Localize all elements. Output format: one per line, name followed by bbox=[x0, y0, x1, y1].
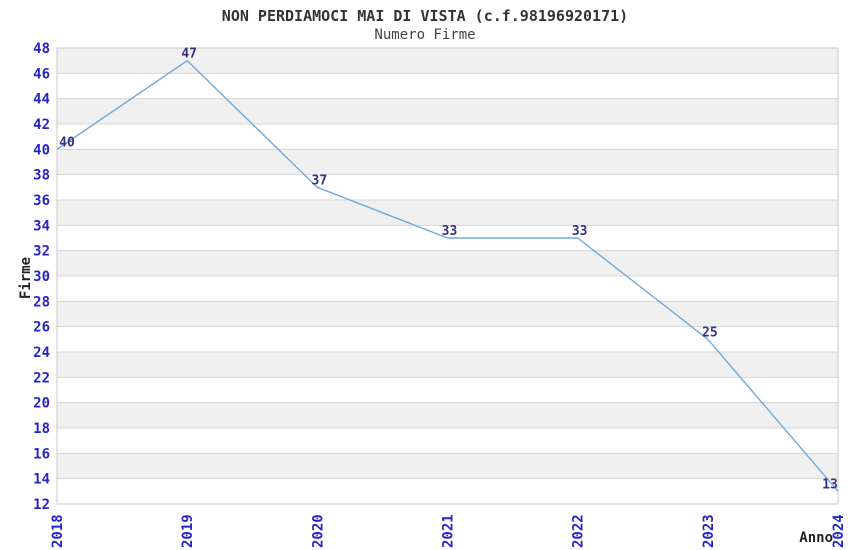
y-tick-label: 46 bbox=[33, 66, 50, 82]
y-tick-label: 34 bbox=[33, 218, 50, 234]
y-tick-label: 40 bbox=[33, 142, 50, 158]
grid-band bbox=[57, 352, 838, 378]
data-point-label: 37 bbox=[312, 173, 328, 188]
x-tick-label: 2021 bbox=[441, 514, 457, 548]
y-tick-label: 36 bbox=[33, 193, 50, 209]
grid-band bbox=[57, 149, 838, 175]
y-tick-label: 48 bbox=[33, 41, 50, 57]
y-tick-label: 30 bbox=[33, 269, 50, 285]
x-tick-label: 2020 bbox=[310, 514, 326, 548]
x-tick-label: 2018 bbox=[50, 514, 66, 548]
y-tick-label: 16 bbox=[33, 446, 50, 462]
x-tick-label: 2023 bbox=[701, 514, 717, 548]
y-tick-label: 28 bbox=[33, 294, 50, 310]
plot-border bbox=[56, 47, 839, 505]
x-tick-label: 2019 bbox=[180, 514, 196, 548]
grid-band bbox=[57, 98, 838, 124]
x-tick-label: 2024 bbox=[831, 514, 847, 548]
grid-band bbox=[57, 453, 838, 479]
grid-band bbox=[57, 250, 838, 276]
data-point-label: 33 bbox=[442, 224, 458, 239]
x-axis-title: Anno bbox=[799, 530, 833, 546]
y-tick-label: 20 bbox=[33, 396, 50, 412]
y-tick-label: 18 bbox=[33, 421, 50, 437]
data-point-label: 13 bbox=[822, 477, 838, 492]
grid-band bbox=[57, 402, 838, 428]
y-tick-label: 26 bbox=[33, 320, 50, 336]
chart-subtitle: Numero Firme bbox=[374, 27, 476, 43]
y-tick-label: 22 bbox=[33, 370, 50, 386]
data-point-label: 33 bbox=[572, 224, 588, 239]
y-tick-label: 38 bbox=[33, 168, 50, 184]
y-tick-label: 12 bbox=[33, 497, 50, 513]
x-tick-label: 2022 bbox=[571, 514, 587, 548]
y-tick-label: 14 bbox=[33, 472, 50, 488]
series-line bbox=[56, 59, 839, 492]
grid-band bbox=[57, 301, 838, 327]
y-tick-label: 44 bbox=[33, 92, 50, 108]
y-tick-label: 24 bbox=[33, 345, 50, 361]
data-point-label: 25 bbox=[702, 325, 718, 340]
data-point-label: 47 bbox=[181, 47, 197, 62]
y-tick-label: 42 bbox=[33, 117, 50, 133]
y-tick-label: 32 bbox=[33, 244, 50, 260]
chart-title: NON PERDIAMOCI MAI DI VISTA (c.f.9819692… bbox=[221, 7, 629, 25]
data-point-label: 40 bbox=[59, 135, 75, 150]
grid-band bbox=[57, 200, 838, 226]
